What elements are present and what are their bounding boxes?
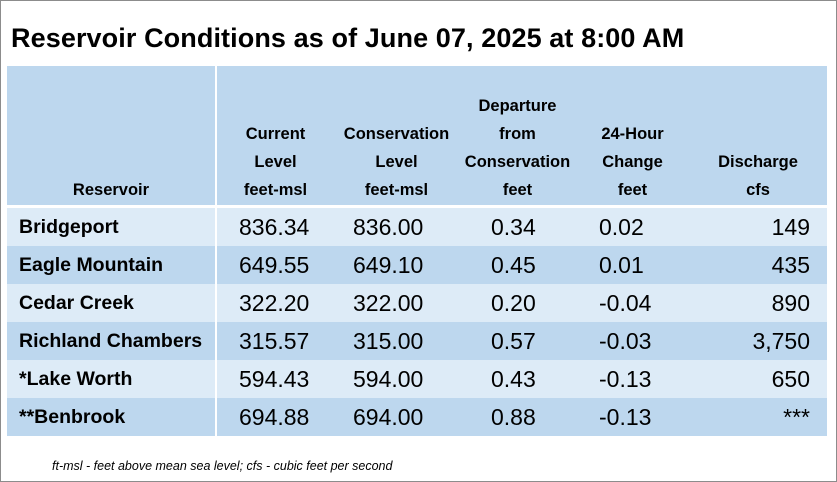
header-line: Conservation [343,125,450,143]
discharge-cell: 435 [689,246,827,284]
departure-cell: 0.20 [459,284,576,322]
header-line: Level [254,153,297,171]
departure-cell: 0.34 [459,206,576,246]
header-line: Change [602,153,663,171]
header-line: Departure [478,97,557,115]
column-header-conservation-level: Conservation Level feet-msl [334,66,459,207]
header-line: cfs [746,181,770,199]
header-line: Reservoir [72,181,150,199]
change-cell: -0.13 [576,360,689,398]
table-row: Cedar Creek 322.20 322.00 0.20 -0.04 890 [7,284,827,322]
page-title: Reservoir Conditions as of June 07, 2025… [11,23,685,53]
table-row: Eagle Mountain 649.55 649.10 0.45 0.01 4… [7,246,827,284]
header-line: feet [617,181,648,199]
header-line: Level [375,153,418,171]
departure-cell: 0.43 [459,360,576,398]
conservation-level-cell: 836.00 [334,206,459,246]
current-level-cell: 836.34 [216,206,334,246]
change-cell: -0.04 [576,284,689,322]
change-cell: 0.02 [576,206,689,246]
reservoir-name: Eagle Mountain [7,246,217,284]
reservoir-name: *Lake Worth [7,360,217,398]
conservation-level-cell: 649.10 [334,246,459,284]
discharge-cell: 3,750 [689,322,827,360]
reservoir-table: Reservoir Current Level feet-msl Conserv… [7,66,827,436]
change-cell: -0.13 [576,398,689,436]
column-header-24-hour-change: 24-Hour Change feet [576,66,689,207]
reservoir-name: Cedar Creek [7,284,217,322]
current-level-cell: 315.57 [216,322,334,360]
table-row: Richland Chambers 315.57 315.00 0.57 -0.… [7,322,827,360]
discharge-cell: *** [689,398,827,436]
discharge-cell: 149 [689,206,827,246]
header-line: Conservation [464,153,571,171]
departure-cell: 0.45 [459,246,576,284]
conservation-level-cell: 694.00 [334,398,459,436]
discharge-cell: 890 [689,284,827,322]
conservation-level-cell: 322.00 [334,284,459,322]
reservoir-name: Richland Chambers [7,322,217,360]
current-level-cell: 594.43 [216,360,334,398]
header-line: feet-msl [364,181,429,199]
table-row: **Benbrook 694.88 694.00 0.88 -0.13 *** [7,398,827,436]
reservoir-name: Bridgeport [7,206,217,246]
column-header-reservoir: Reservoir [7,66,217,207]
conservation-level-cell: 594.00 [334,360,459,398]
header-line: feet [502,181,533,199]
column-header-departure: Departure from Conservation feet [459,66,576,207]
header-line: Current [245,125,306,143]
departure-cell: 0.88 [459,398,576,436]
discharge-cell: 650 [689,360,827,398]
conservation-level-cell: 315.00 [334,322,459,360]
departure-cell: 0.57 [459,322,576,360]
column-header-discharge: Discharge cfs [689,66,827,207]
header-line: feet-msl [243,181,308,199]
table-header-row: Reservoir Current Level feet-msl Conserv… [7,66,827,207]
header-line: 24-Hour [601,125,664,143]
table-row: *Lake Worth 594.43 594.00 0.43 -0.13 650 [7,360,827,398]
column-header-current-level: Current Level feet-msl [216,66,334,207]
change-cell: 0.01 [576,246,689,284]
reservoir-name: **Benbrook [7,398,217,436]
current-level-cell: 649.55 [216,246,334,284]
header-line: Discharge [718,153,798,171]
current-level-cell: 694.88 [216,398,334,436]
change-cell: -0.03 [576,322,689,360]
table-row: Bridgeport 836.34 836.00 0.34 0.02 149 [7,206,827,246]
footnote: ft-msl - feet above mean sea level; cfs … [52,459,393,473]
current-level-cell: 322.20 [216,284,334,322]
header-line: from [499,125,536,143]
